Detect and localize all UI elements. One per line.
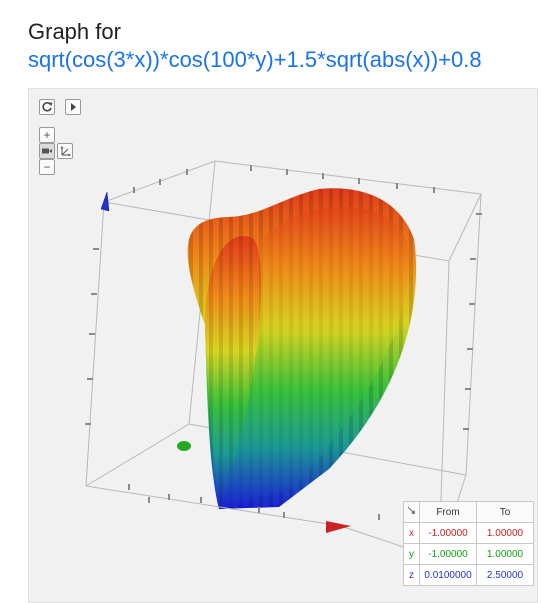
- range-row-y: y: [403, 543, 534, 565]
- graph-canvas[interactable]: [29, 89, 537, 602]
- x-to-input[interactable]: [480, 527, 530, 539]
- axis-label-z: z: [403, 564, 420, 586]
- range-row-z: z: [403, 564, 534, 586]
- zoom-in-button[interactable]: +: [39, 127, 55, 143]
- play-rotation-button[interactable]: [65, 99, 81, 115]
- surface-plot: [187, 188, 417, 510]
- play-icon: [71, 103, 76, 111]
- y-axis-arrow: [177, 441, 191, 451]
- y-to-input[interactable]: [480, 548, 530, 560]
- range-table-header: From To: [403, 501, 534, 523]
- x-axis-arrow: [326, 521, 351, 533]
- z-axis-arrow: [100, 191, 110, 212]
- from-header: From: [419, 501, 477, 523]
- graph-panel[interactable]: + − From To x y: [28, 88, 538, 603]
- camera-icon: [42, 148, 52, 154]
- refresh-icon: [42, 102, 53, 112]
- to-header: To: [476, 501, 534, 523]
- graph-title: Graph for sqrt(cos(3*x))*cos(100*y)+1.5*…: [28, 18, 528, 74]
- camera-mode-button[interactable]: [39, 143, 55, 159]
- reset-view-button[interactable]: [39, 99, 55, 115]
- range-row-x: x: [403, 522, 534, 544]
- z-to-input[interactable]: [480, 569, 530, 581]
- axis-label-x: x: [403, 522, 420, 544]
- axis-label-y: y: [403, 543, 420, 565]
- z-from-input[interactable]: [423, 569, 473, 581]
- axes-move-button[interactable]: [57, 143, 73, 159]
- axis-ticks: [85, 165, 482, 535]
- range-table: From To x y z: [403, 501, 534, 586]
- axes-move-icon: [60, 146, 71, 157]
- graph-title-prefix: Graph for: [28, 19, 121, 44]
- x-from-input[interactable]: [423, 527, 473, 539]
- function-link[interactable]: sqrt(cos(3*x))*cos(100*y)+1.5*sqrt(abs(x…: [28, 47, 482, 72]
- zoom-out-button[interactable]: −: [39, 159, 55, 175]
- y-from-input[interactable]: [423, 548, 473, 560]
- corner-arrow-icon[interactable]: [403, 501, 420, 523]
